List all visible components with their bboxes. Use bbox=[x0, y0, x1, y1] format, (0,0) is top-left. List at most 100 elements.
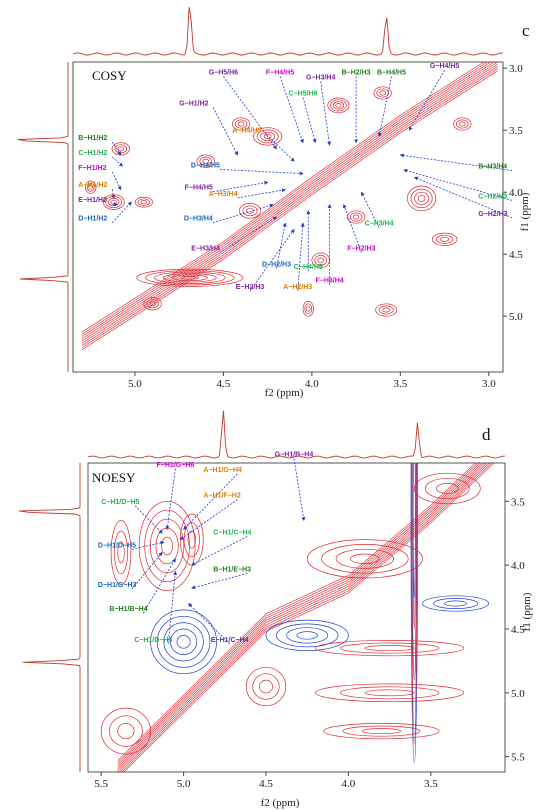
cross-peak-contour bbox=[231, 117, 251, 131]
diagonal-contour bbox=[117, 463, 483, 768]
peak-annotation: G−H5/H6 bbox=[209, 69, 238, 76]
cross-peak-contour bbox=[306, 539, 423, 579]
cross-peak-contour bbox=[253, 127, 283, 146]
noesy-title: NOESY bbox=[92, 470, 136, 485]
cross-peak-contour bbox=[306, 305, 311, 312]
cross-peak-contour bbox=[321, 544, 409, 574]
peak-annotation: B−H4/H5 bbox=[377, 69, 406, 76]
annotation-arrow bbox=[131, 540, 165, 550]
diagonal-contour bbox=[119, 463, 490, 772]
peak-annotation: C−H4/H5 bbox=[294, 264, 323, 271]
peak-annotation: D−H1/G−H3 bbox=[98, 582, 137, 589]
peak-annotation: G−H1/B−H4 bbox=[275, 452, 314, 459]
cross-peak-contour bbox=[323, 723, 440, 740]
cross-peak-contour bbox=[170, 628, 198, 655]
annotation-arrow bbox=[111, 189, 116, 200]
diagonal-contour bbox=[117, 463, 486, 770]
contour-layer bbox=[81, 62, 498, 351]
y-tick-label: 4.5 bbox=[511, 624, 525, 636]
plot-frame bbox=[72, 61, 504, 373]
cross-peak-contour bbox=[435, 234, 454, 244]
cross-peak-contour bbox=[143, 297, 162, 311]
cross-peak-contour bbox=[144, 509, 190, 583]
peak-annotation: A−H1/G−H4 bbox=[203, 467, 242, 474]
cross-peak-contour bbox=[110, 520, 132, 585]
diagonal-contour bbox=[121, 463, 493, 772]
cross-peak-contour bbox=[234, 119, 248, 129]
cross-peak-contour bbox=[411, 463, 418, 745]
annotation-arrow bbox=[408, 69, 445, 131]
cross-peak-contour bbox=[146, 299, 159, 309]
annotation-arrow bbox=[179, 499, 238, 540]
top-projection bbox=[72, 7, 504, 56]
cross-peak-contour bbox=[459, 121, 466, 127]
cross-peak-contour bbox=[145, 270, 235, 286]
cross-peak-contour bbox=[86, 182, 95, 192]
peak-annotation: G−H4/H5 bbox=[430, 63, 459, 70]
cross-peak-contour bbox=[302, 301, 314, 317]
cross-peak-contour bbox=[315, 683, 465, 703]
cross-peak-contour bbox=[335, 103, 342, 108]
annotation-arrow bbox=[191, 573, 248, 590]
cross-peak-contour bbox=[335, 548, 395, 569]
annotation-arrow bbox=[266, 134, 295, 162]
cosy-ylabel: f1 (ppm) bbox=[519, 192, 531, 231]
annotation-arrow bbox=[111, 141, 122, 156]
annotation-arrow bbox=[320, 81, 332, 146]
annotation-arrow bbox=[134, 505, 163, 534]
peak-annotation: E−H2/H3 bbox=[236, 284, 265, 291]
peak-annotation: A−H2/H3 bbox=[283, 284, 312, 291]
diagonal-contour bbox=[81, 68, 498, 348]
cross-peak-contour bbox=[431, 232, 458, 246]
annotation-arrow bbox=[191, 536, 248, 566]
cross-peak-contour bbox=[256, 129, 279, 144]
peak-annotation: C−H1/H2 bbox=[78, 150, 107, 157]
diagonal-contour bbox=[81, 62, 498, 342]
cross-peak-contour bbox=[110, 199, 117, 205]
peak-annotation: C−H5/H6 bbox=[289, 91, 318, 98]
cross-peak-contour bbox=[379, 90, 386, 96]
cross-peak-contour bbox=[137, 198, 151, 206]
x-tick-label: 3.0 bbox=[482, 378, 496, 390]
cross-peak-contour bbox=[114, 530, 128, 575]
cross-peak-contour bbox=[163, 622, 204, 662]
annotation-arrow bbox=[297, 222, 305, 291]
x-tick-label: 3.5 bbox=[393, 378, 407, 390]
noesy-xlabel: f2 (ppm) bbox=[261, 797, 300, 809]
left-projection bbox=[19, 463, 81, 772]
annotation-arrow bbox=[112, 202, 118, 207]
cross-peak-contour bbox=[327, 97, 350, 114]
cross-peak-contour bbox=[311, 252, 330, 269]
annotation-arrow bbox=[111, 171, 122, 191]
annotation-arrow bbox=[212, 107, 238, 156]
cross-peak-contour bbox=[435, 483, 459, 494]
peak-annotation: F−H4/H5 bbox=[185, 185, 213, 192]
x-tick-label: 5.0 bbox=[128, 378, 142, 390]
cross-peak-contour bbox=[265, 619, 349, 652]
cross-peak-contour bbox=[413, 472, 481, 505]
peak-annotation: C−H2/H3 bbox=[478, 193, 507, 200]
annotation-arrow bbox=[167, 570, 178, 644]
cosy-title: COSY bbox=[92, 68, 127, 83]
cross-peak-contour bbox=[117, 723, 135, 740]
cosy-panel: c COSY f2 (ppm) f1 (ppm) 5.0 4.5 4.0 3.5 3.0… bbox=[17, 7, 531, 399]
annotation-arrow bbox=[361, 191, 380, 228]
cross-peak-contour bbox=[117, 541, 125, 564]
cross-peak-contour bbox=[138, 500, 196, 592]
cross-peak-contour bbox=[180, 276, 199, 280]
peak-annotation: D−H1/D−H5 bbox=[98, 542, 136, 549]
cross-peak-contour bbox=[108, 198, 120, 207]
y-tick-label: 5.0 bbox=[509, 311, 523, 323]
cross-peak-contour bbox=[140, 200, 148, 205]
peak-annotation: A−H3/H4 bbox=[209, 191, 238, 198]
cross-peak-contour bbox=[202, 158, 209, 164]
peak-annotation: G−H1/H2 bbox=[179, 100, 208, 107]
peak-annotation: D−H2/H3 bbox=[262, 262, 291, 269]
cross-peak-contour bbox=[275, 623, 339, 648]
y-tick-label: 5.5 bbox=[511, 752, 525, 764]
cross-peak-contour bbox=[332, 101, 345, 110]
cross-peak-contour bbox=[176, 635, 191, 649]
cross-peak-contour bbox=[88, 184, 93, 190]
diagonal-contour bbox=[81, 70, 498, 351]
